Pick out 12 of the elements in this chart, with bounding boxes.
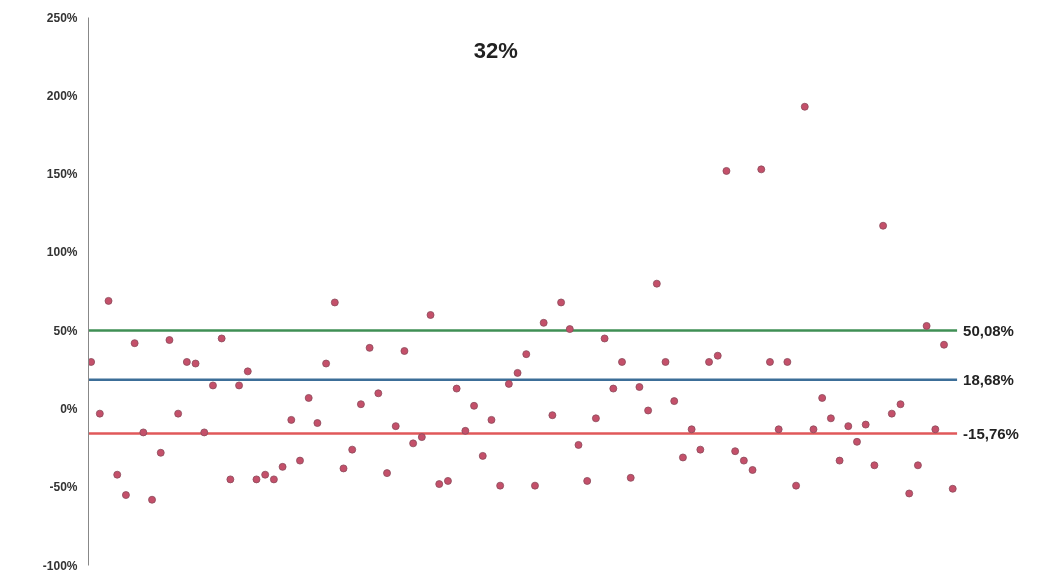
y-tick-label: 250% <box>46 10 78 25</box>
y-tick-label: 150% <box>46 167 78 182</box>
ref-line-label: -15,76% <box>963 425 1019 443</box>
ref-line-label: 18,68% <box>963 371 1014 389</box>
y-tick-label: -100% <box>42 558 78 573</box>
ref-line-label: 50,08% <box>963 322 1014 340</box>
y-tick-label: 100% <box>46 245 78 260</box>
y-tick-label: 200% <box>46 88 78 103</box>
y-tick-label: -50% <box>49 480 78 495</box>
y-tick-label: 0% <box>60 401 78 416</box>
text: 32% <box>473 37 518 63</box>
y-tick-label: 50% <box>53 323 78 338</box>
